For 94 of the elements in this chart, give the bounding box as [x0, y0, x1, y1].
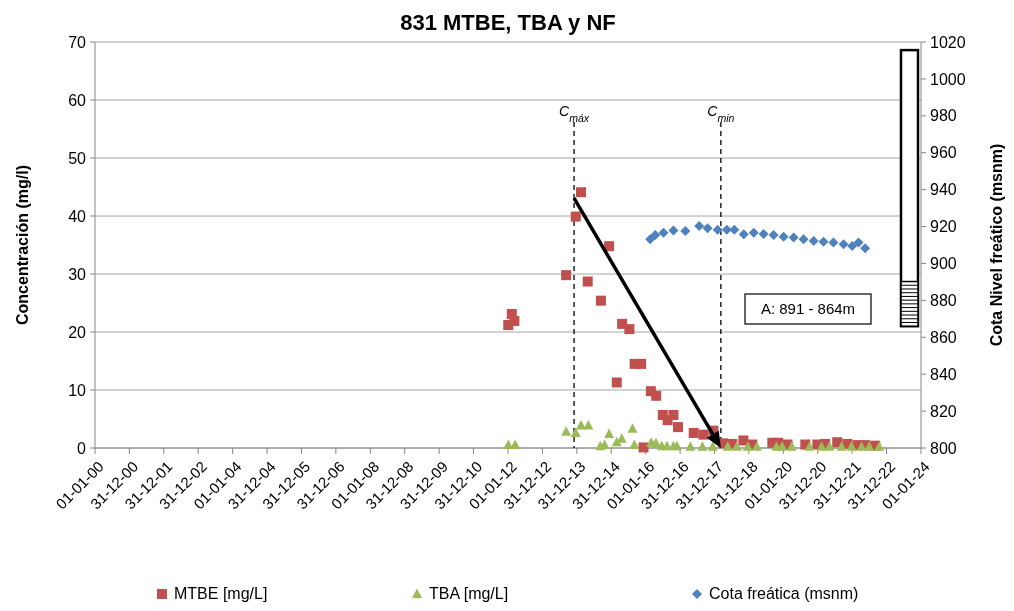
point [651, 390, 662, 401]
y-tick-label: 20 [68, 323, 87, 341]
point [731, 441, 742, 451]
point [751, 441, 762, 451]
annotation: A: 891 - 864m [760, 300, 856, 318]
point [509, 315, 520, 326]
y-tick-label: 30 [68, 265, 87, 283]
point [672, 422, 683, 433]
point [702, 223, 713, 234]
point [818, 236, 829, 247]
point [786, 441, 797, 451]
y2-tick-label: 1020 [930, 33, 966, 51]
point [847, 240, 858, 251]
point [860, 243, 871, 254]
point [570, 211, 581, 222]
legend-label: TBA [mg/L] [429, 585, 509, 602]
point [576, 187, 587, 198]
point [712, 224, 723, 235]
point [561, 426, 572, 436]
y-tick-label: 50 [68, 149, 87, 167]
point [838, 239, 849, 250]
point [570, 427, 581, 437]
y-tick-label: 0 [77, 439, 87, 457]
y2-tick-label: 880 [930, 291, 957, 309]
y2-tick-label: 860 [930, 328, 957, 346]
point [768, 230, 779, 241]
legend-label: Cota freática (msnm) [709, 585, 859, 602]
point [748, 227, 759, 238]
point [721, 224, 732, 235]
y2-tick-label: 980 [930, 107, 957, 125]
point [583, 419, 594, 430]
point [846, 441, 857, 451]
y2-tick-label: 940 [930, 181, 957, 199]
point [738, 229, 749, 240]
point [758, 228, 769, 239]
y2-tick-label: 1000 [930, 70, 966, 88]
y2-tick-label: 820 [930, 402, 957, 420]
point [510, 439, 521, 450]
point [804, 441, 815, 451]
point [668, 409, 679, 420]
point [694, 220, 705, 231]
y-tick-label: 70 [68, 33, 87, 51]
y2-tick-label: 840 [930, 365, 957, 383]
point [685, 441, 696, 451]
y2-tick-label: 920 [930, 218, 957, 236]
point [798, 234, 809, 245]
point [777, 441, 788, 451]
y2-tick-label: 800 [930, 439, 957, 457]
point [707, 441, 718, 451]
chart-title: 831 MTBE, TBA y NF [400, 10, 616, 35]
point [604, 241, 615, 252]
point [629, 439, 640, 450]
y-tick-label: 60 [68, 91, 87, 109]
point [778, 231, 789, 242]
y-tick-label: 10 [68, 381, 87, 399]
point [722, 441, 733, 451]
y2-tick-label: 900 [930, 255, 957, 273]
point [856, 441, 867, 451]
point [697, 441, 708, 451]
point [604, 428, 615, 439]
point [808, 235, 819, 246]
point [638, 442, 649, 453]
point [668, 225, 679, 236]
point [595, 295, 606, 306]
point [624, 324, 635, 335]
point [828, 237, 839, 248]
legend-label: MTBE [mg/L] [174, 585, 268, 602]
y2-axis-title: Cota Nivel freático (msnm) [988, 143, 1005, 347]
point [853, 237, 864, 248]
point [680, 225, 691, 236]
point [816, 441, 827, 451]
point [658, 227, 669, 238]
y-axis-title: Concentración (mg/l) [14, 164, 31, 326]
point [864, 441, 875, 451]
point [874, 441, 885, 451]
point [742, 441, 753, 451]
point [561, 270, 572, 281]
point [729, 224, 740, 235]
y-tick-label: 40 [68, 207, 87, 225]
point [650, 230, 661, 241]
point [645, 234, 656, 245]
y2-tick-label: 960 [930, 144, 957, 162]
point [698, 429, 709, 440]
point [824, 441, 835, 451]
point [627, 423, 638, 433]
point [738, 435, 749, 446]
point [688, 427, 699, 438]
point [836, 441, 847, 451]
ref-line-label: C$_{min}$ [707, 103, 735, 124]
ref-line-label: C$_{máx}$ [559, 103, 590, 124]
point [582, 276, 593, 287]
point [636, 358, 647, 369]
point [788, 232, 799, 243]
point [611, 377, 622, 388]
